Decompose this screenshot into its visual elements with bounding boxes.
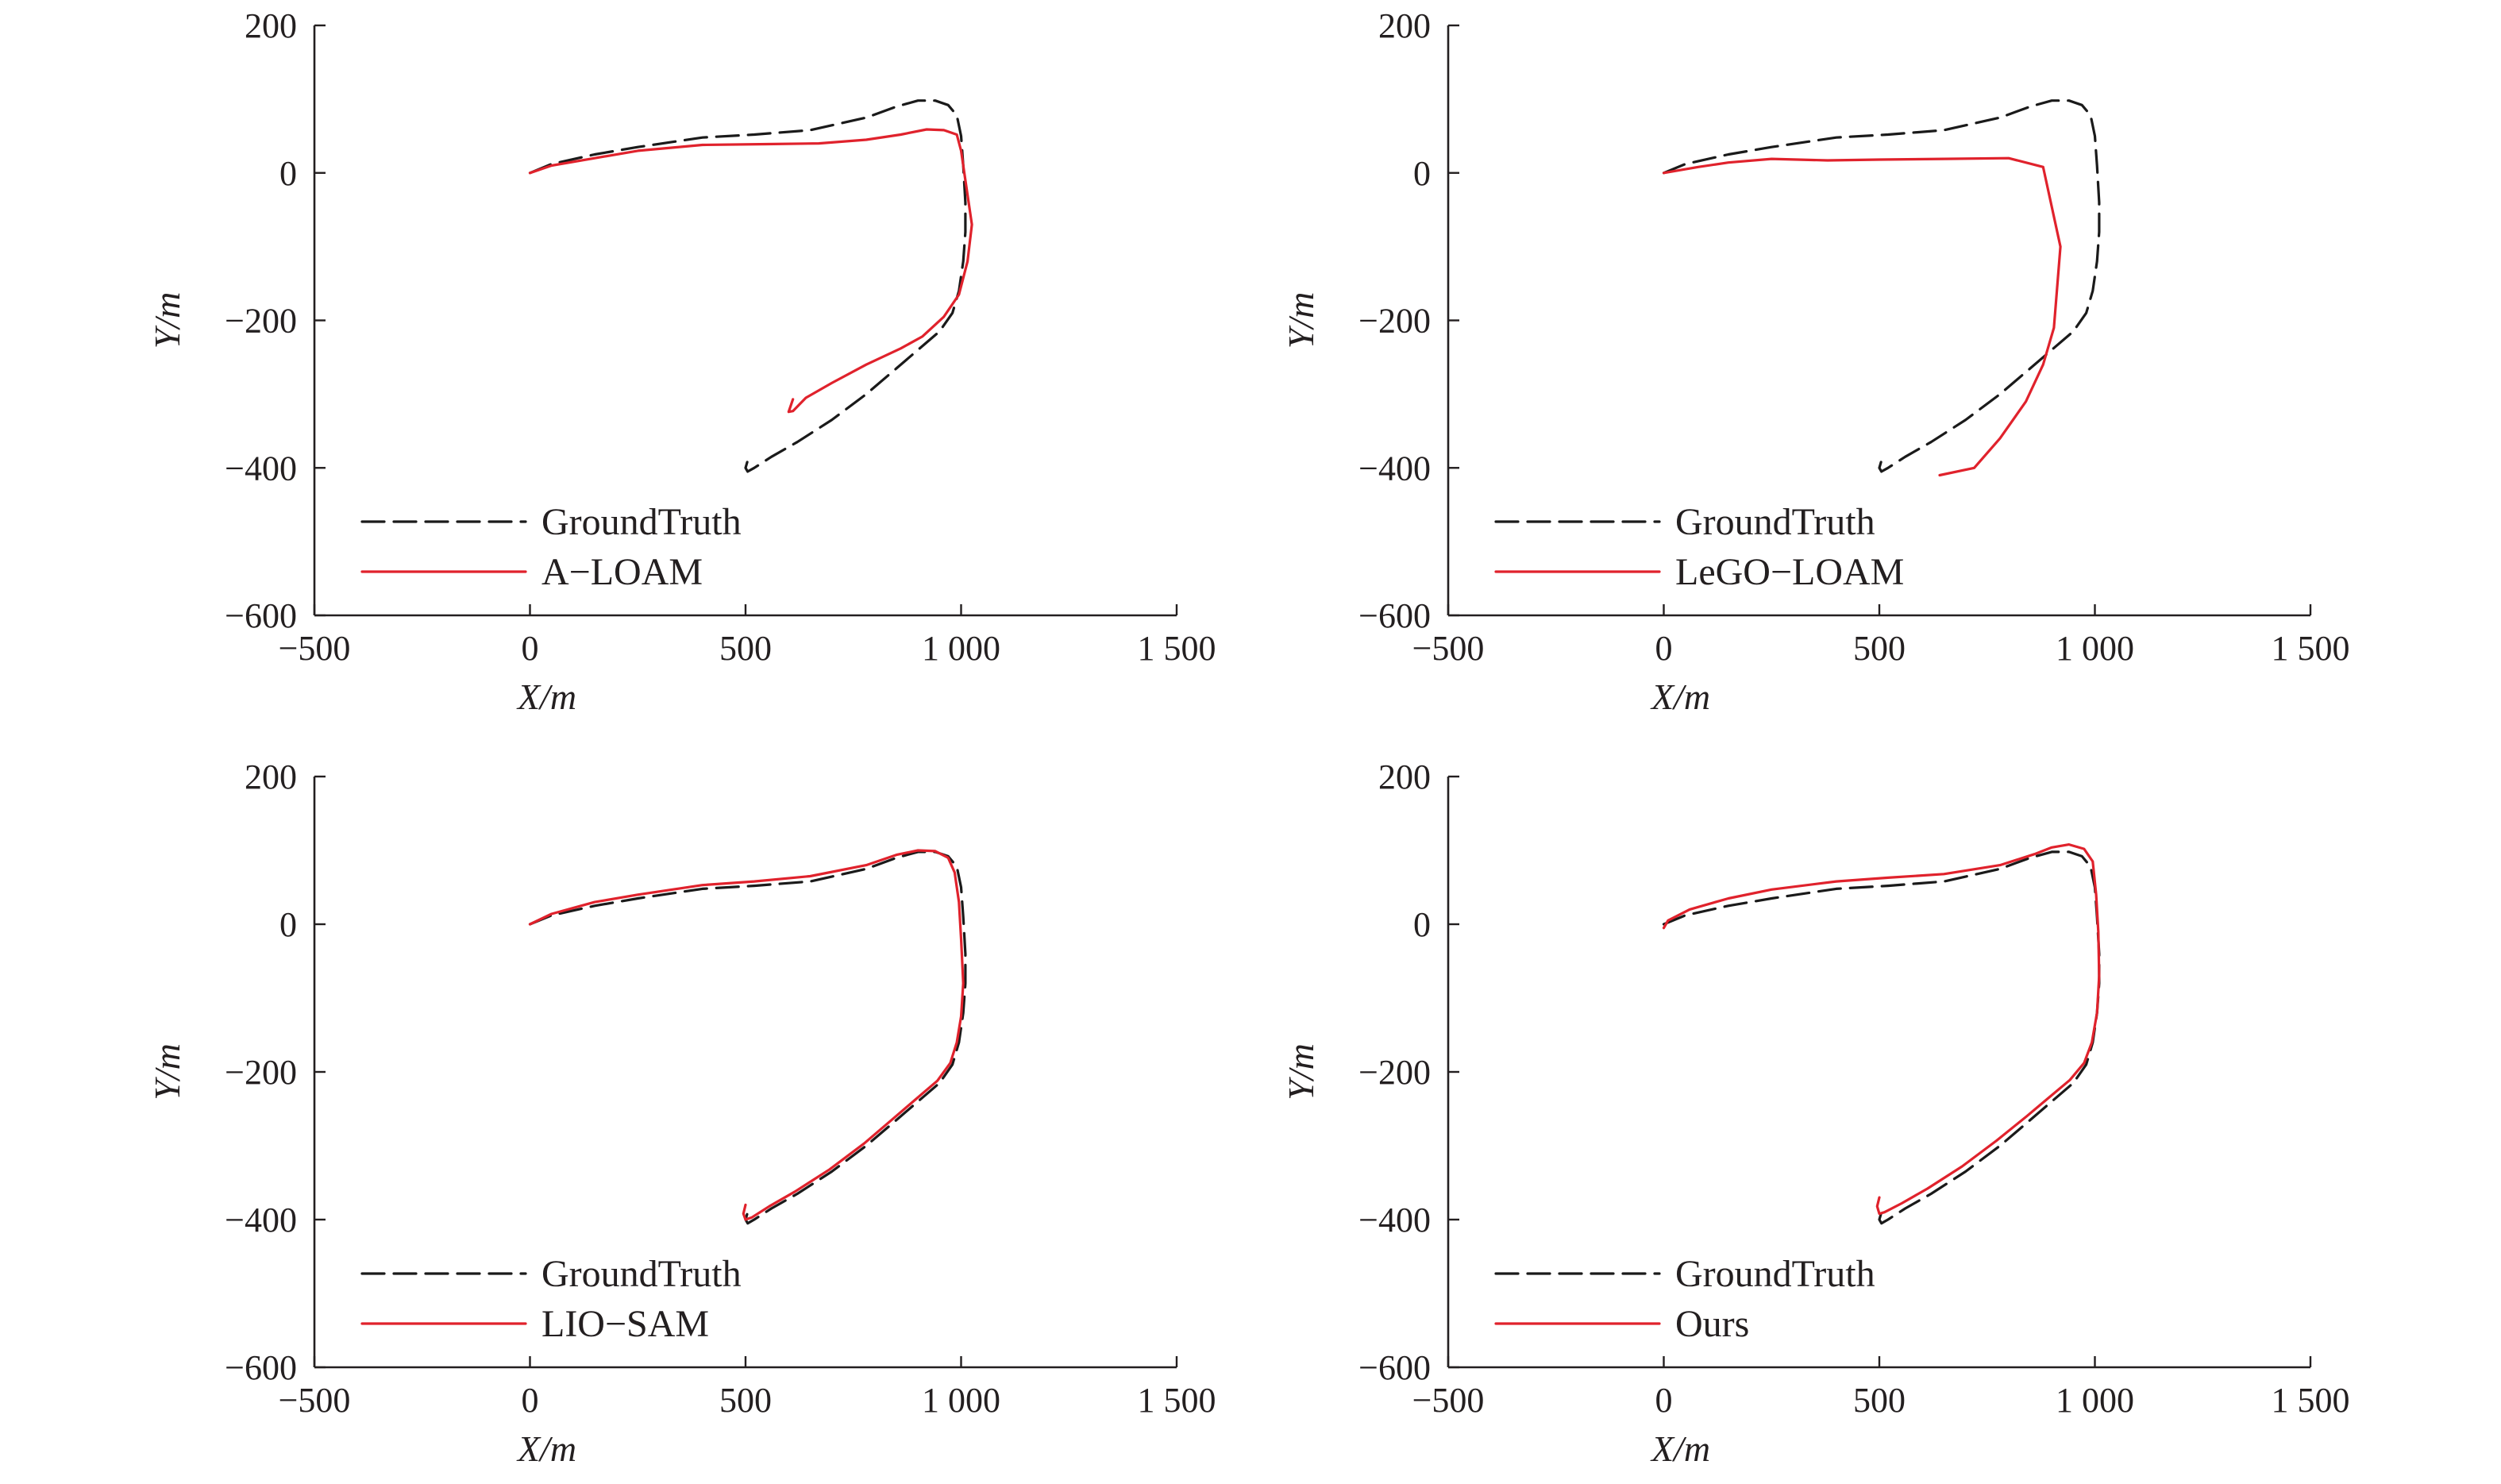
- legend-label-groundtruth: GroundTruth: [541, 501, 742, 543]
- y-tick-label: −200: [1358, 302, 1431, 341]
- x-axis-label: X/m: [1650, 676, 1710, 717]
- y-tick-label: 200: [1378, 757, 1431, 796]
- y-tick-label: 200: [245, 757, 297, 796]
- x-axis-label: X/m: [1650, 1428, 1710, 1469]
- series-line-lego-loam: [1662, 156, 2062, 477]
- legend-label-a-loam: A−LOAM: [541, 551, 703, 593]
- x-tick-label: 0: [522, 1381, 539, 1420]
- x-tick-label: 0: [1655, 1381, 1673, 1420]
- series-line-groundtruth: [1662, 99, 2101, 473]
- legend-label-ours: Ours: [1675, 1303, 1749, 1345]
- legend-label-lio-sam: LIO−SAM: [541, 1303, 709, 1345]
- x-tick-label: 0: [1655, 629, 1673, 668]
- x-tick-label: 1 000: [922, 629, 1000, 668]
- series-line-groundtruth: [528, 99, 967, 473]
- x-tick-label: 1 500: [1138, 629, 1216, 668]
- y-tick-label: −400: [225, 449, 297, 488]
- x-tick-label: 500: [1853, 1381, 1906, 1420]
- legend-label-lego-loam: LeGO−LOAM: [1675, 551, 1904, 593]
- x-tick-label: 1 000: [2056, 1381, 2134, 1420]
- series-line-lio-sam: [528, 849, 965, 1221]
- x-tick-label: 500: [1853, 629, 1906, 668]
- series-line-groundtruth: [1662, 850, 2101, 1225]
- y-tick-label: −400: [1358, 449, 1431, 488]
- legend-label-groundtruth: GroundTruth: [1675, 1253, 1875, 1295]
- series-line-ours: [1662, 842, 2101, 1216]
- y-axis-label: Y/m: [1281, 1043, 1321, 1100]
- x-axis-label: X/m: [516, 676, 576, 717]
- y-tick-label: −600: [225, 1348, 297, 1387]
- x-axis-label: X/m: [516, 1428, 576, 1469]
- y-axis-label: Y/m: [1281, 292, 1321, 349]
- y-tick-label: −600: [1358, 1348, 1431, 1387]
- legend-label-groundtruth: GroundTruth: [1675, 501, 1875, 543]
- x-tick-label: −500: [1412, 1381, 1485, 1420]
- y-tick-label: 200: [1378, 6, 1431, 45]
- y-tick-label: 0: [279, 154, 297, 193]
- chart-panel-a-loam: −500 0 500 1 000 1 500 200 0 −200 −400 −600 X/m Y/m…: [147, 6, 1216, 717]
- y-tick-label: −600: [1358, 596, 1431, 635]
- chart-panel-lio-sam: −500 0 500 1 000 1 500 200 0 −200 −400 −600 X/m Y/m…: [147, 757, 1216, 1469]
- chart-panel-ours: −500 0 500 1 000 1 500 200 0 −200 −400 −600 X/m Y/m…: [1281, 757, 2350, 1469]
- y-tick-label: −200: [225, 1053, 297, 1092]
- y-tick-label: −200: [1358, 1053, 1431, 1092]
- x-tick-label: −500: [279, 1381, 351, 1420]
- x-tick-label: 500: [719, 629, 772, 668]
- x-tick-label: 1 500: [1138, 1381, 1216, 1420]
- x-tick-label: 500: [719, 1381, 772, 1420]
- x-tick-label: 1 500: [2272, 1381, 2350, 1420]
- y-tick-label: 0: [279, 905, 297, 944]
- legend-label-groundtruth: GroundTruth: [541, 1253, 742, 1295]
- y-tick-label: 200: [245, 6, 297, 45]
- y-axis-label: Y/m: [147, 292, 187, 349]
- y-tick-label: 0: [1413, 905, 1431, 944]
- x-tick-label: 1 000: [922, 1381, 1000, 1420]
- series-line-a-loam: [528, 128, 973, 414]
- y-tick-label: 0: [1413, 154, 1431, 193]
- chart-panel-lego-loam: −500 0 500 1 000 1 500 200 0 −200 −400 −600 X/m Y/m…: [1281, 6, 2350, 717]
- x-tick-label: −500: [279, 629, 351, 668]
- x-tick-label: 1 500: [2272, 629, 2350, 668]
- x-tick-label: 1 000: [2056, 629, 2134, 668]
- y-tick-label: −400: [1358, 1201, 1431, 1239]
- x-tick-label: 0: [522, 629, 539, 668]
- x-tick-label: −500: [1412, 629, 1485, 668]
- series-line-groundtruth: [528, 850, 967, 1225]
- y-tick-label: −600: [225, 596, 297, 635]
- y-tick-label: −400: [225, 1201, 297, 1239]
- y-axis-label: Y/m: [147, 1043, 187, 1100]
- y-tick-label: −200: [225, 302, 297, 341]
